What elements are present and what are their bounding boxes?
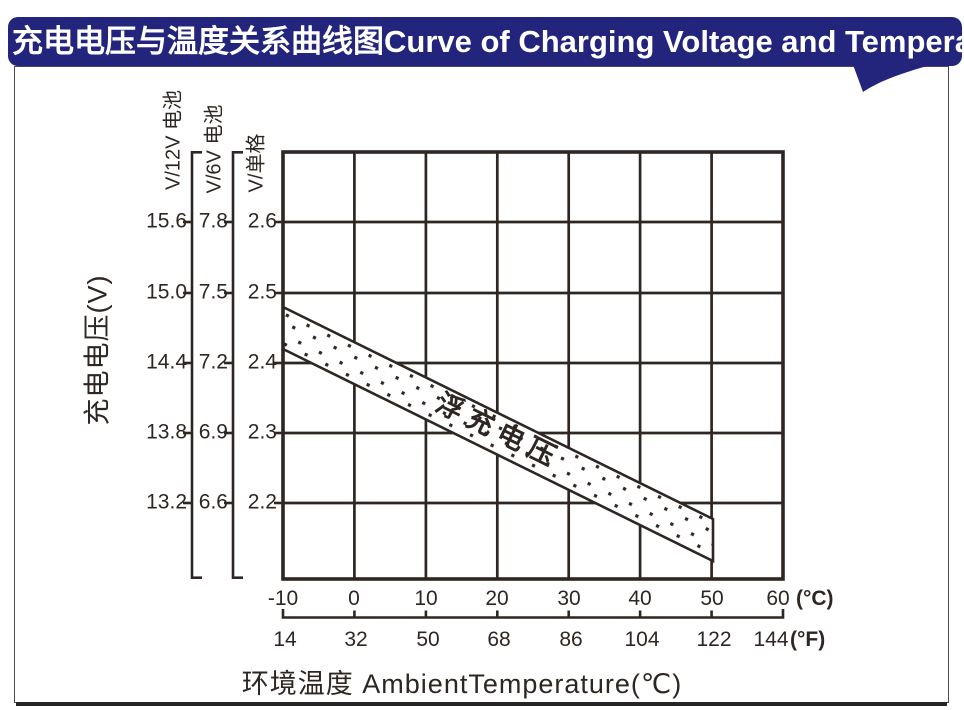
y-tick-6v-3: 6.9 <box>198 420 228 444</box>
x-axis-bracket <box>281 609 785 619</box>
y-scale-title-cell: V/单格 <box>245 133 268 193</box>
x-tick-f-6: 122 <box>696 628 732 651</box>
banner-tail <box>852 62 941 92</box>
x-tick-f-5: 104 <box>624 628 660 651</box>
x-tick-c-4: 30 <box>557 587 581 610</box>
x-tick-f-1: 32 <box>344 628 368 651</box>
x-tick-c-1: 0 <box>348 587 360 610</box>
title-english: Curve of Charging Voltage and Temperatur… <box>384 24 964 59</box>
x-tick-f-2: 50 <box>416 628 440 651</box>
x-tick-f-7: 144 <box>753 628 789 651</box>
y-tick-cell-1: 2.5 <box>247 280 277 304</box>
x-tick-c-0: -10 <box>267 587 299 610</box>
y-axis-ticks-cell <box>274 220 283 505</box>
y-tick-12v-4: 13.2 <box>146 490 187 514</box>
y-scale-title-12v: V/12V 电池 <box>162 89 185 191</box>
y-tick-cell-4: 2.2 <box>247 490 277 514</box>
grid-lines <box>283 152 783 579</box>
y-tick-12v-1: 15.0 <box>146 280 187 304</box>
y-tick-6v-2: 7.2 <box>198 350 228 374</box>
x-tick-c-2: 10 <box>414 587 438 610</box>
title-chinese: 充电电压与温度关系曲线图 <box>12 24 384 59</box>
y-tick-cell-2: 2.4 <box>247 350 277 374</box>
x-tick-c-7: 60 <box>766 587 790 610</box>
y-axis-line-12v <box>183 151 202 580</box>
y-tick-6v-1: 7.5 <box>198 280 228 304</box>
title-banner: 充电电压与温度关系曲线图 Curve of Charging Voltage a… <box>8 17 964 66</box>
y-tick-12v-2: 14.4 <box>146 350 187 374</box>
x-axis-title: 环境温度 AmbientTemperature(℃) <box>241 669 683 699</box>
y-tick-12v-3: 13.8 <box>146 420 187 444</box>
y-tick-cell-3: 2.3 <box>247 420 277 444</box>
plot-border <box>281 150 785 581</box>
y-scale-title-6v: V/6V 电池 <box>203 104 226 194</box>
x-unit-fahrenheit: (°F) <box>790 628 826 651</box>
y-tick-6v-4: 6.6 <box>198 490 228 514</box>
y-tick-6v-0: 7.8 <box>198 209 228 233</box>
x-tick-c-6: 50 <box>700 587 724 610</box>
y-axis-line-6v <box>224 151 243 580</box>
x-tick-c-3: 20 <box>485 587 509 610</box>
x-tick-f-3: 68 <box>487 628 511 651</box>
x-tick-c-5: 40 <box>628 587 652 610</box>
bottom-divider <box>16 702 947 706</box>
y-tick-cell-0: 2.6 <box>247 209 277 233</box>
x-tick-f-4: 86 <box>559 628 583 651</box>
x-tick-f-0: 14 <box>273 628 297 651</box>
y-tick-12v-0: 15.6 <box>146 209 187 233</box>
y-axis-title: 充电电压(V) <box>82 274 113 426</box>
x-unit-celsius: (°C) <box>796 587 834 610</box>
